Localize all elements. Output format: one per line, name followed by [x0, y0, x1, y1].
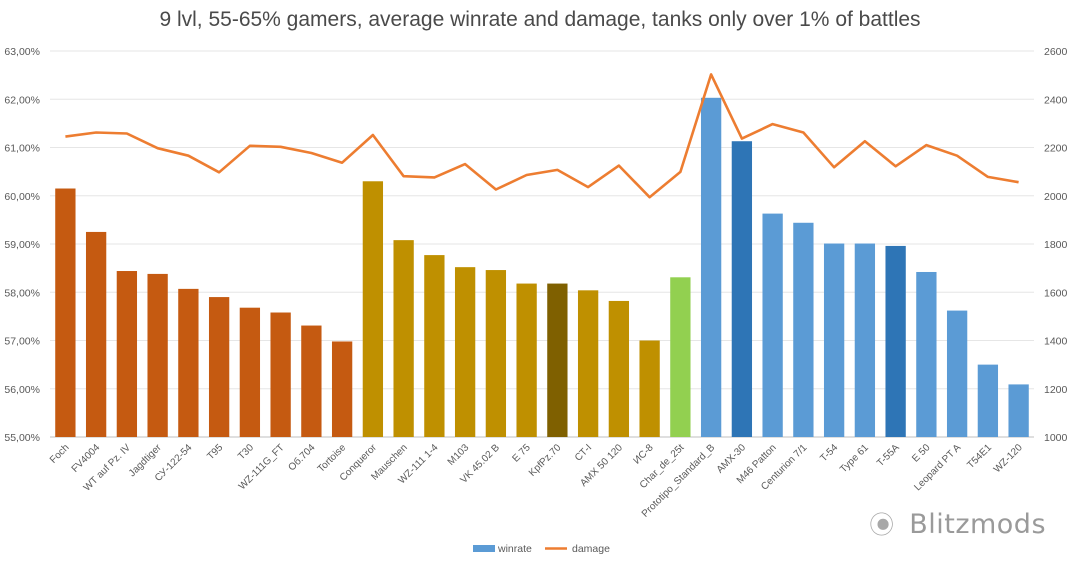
- winrate-bar: [608, 300, 630, 437]
- winrate-bar: [239, 307, 261, 437]
- winrate-bar: [793, 222, 814, 437]
- winrate-bar: [85, 231, 107, 437]
- winrate-bar: [55, 188, 76, 437]
- left-tick-label: 59,00%: [4, 239, 40, 251]
- winrate-bar: [700, 97, 722, 438]
- right-tick-label: 2200: [1044, 143, 1068, 155]
- category-label: Об.704: [286, 441, 318, 473]
- left-tick-label: 62,00%: [4, 94, 40, 106]
- right-tick-label: 2400: [1044, 94, 1068, 106]
- winrate-bar: [885, 245, 906, 437]
- winrate-bar: [485, 270, 507, 437]
- winrate-bar: [516, 283, 537, 437]
- winrate-bar: [362, 181, 384, 437]
- winrate-bar: [116, 271, 138, 437]
- category-label: T54E1: [965, 442, 994, 471]
- winrate-bar: [178, 288, 199, 437]
- category-label: СТ-I: [573, 442, 594, 463]
- winrate-bar: [270, 312, 291, 437]
- winrate-bar: [670, 277, 691, 437]
- winrate-bar: [854, 243, 876, 437]
- right-tick-label: 1600: [1044, 287, 1068, 299]
- winrate-bar: [946, 310, 968, 437]
- winrate-bar: [454, 267, 476, 437]
- category-label: Type 61: [838, 442, 871, 475]
- wechat-icon: ⚫⃝: [873, 511, 895, 539]
- winrate-bar: [208, 297, 230, 437]
- category-label: E 50: [910, 442, 933, 465]
- winrate-bar: [977, 364, 999, 437]
- right-tick-label: 2000: [1044, 191, 1068, 203]
- category-label: T-54: [818, 442, 840, 464]
- right-axis-ticks: 1000 1200 1400 1600 1800 2000 2200 2400 2600: [1044, 46, 1068, 444]
- category-label: KpfPz.70: [527, 442, 564, 479]
- winrate-bar: [301, 325, 322, 437]
- damage-line: [65, 73, 1019, 199]
- left-axis-ticks: 55,00% 56,00% 57,00% 58,00% 59,00% 60,00% 61,0…: [4, 46, 40, 444]
- winrate-bar: [823, 243, 845, 437]
- winrate-bar: [331, 341, 353, 437]
- watermark-text: Blitzmods: [909, 509, 1047, 540]
- legend: winrate damage: [473, 543, 610, 555]
- left-tick-label: 63,00%: [4, 46, 40, 58]
- right-tick-label: 1000: [1044, 432, 1068, 444]
- legend-label-damage: damage: [572, 543, 610, 555]
- winrate-bar: [147, 273, 168, 437]
- left-tick-label: 60,00%: [4, 191, 40, 203]
- category-label: T30: [236, 442, 256, 462]
- left-tick-label: 58,00%: [4, 287, 40, 299]
- category-label: WZ-120: [992, 442, 1025, 475]
- winrate-bar: [1008, 384, 1029, 437]
- category-label: M103: [446, 442, 472, 468]
- right-tick-label: 1200: [1044, 384, 1068, 396]
- category-label: T95: [205, 442, 225, 462]
- legend-swatch-winrate: [473, 545, 495, 552]
- legend-label-winrate: winrate: [497, 543, 532, 555]
- watermark: ⚫⃝ Blitzmods: [873, 505, 1046, 540]
- left-tick-label: 61,00%: [4, 143, 40, 155]
- winrate-bar: [577, 290, 599, 437]
- left-tick-label: 55,00%: [4, 432, 40, 444]
- category-label: Foch: [48, 442, 72, 466]
- winrate-bar: [731, 141, 753, 438]
- right-tick-label: 1800: [1044, 239, 1068, 251]
- category-label: T-55A: [875, 442, 902, 469]
- winrate-bar: [639, 340, 660, 437]
- winrate-bar: [424, 255, 445, 437]
- winrate-bar: [762, 213, 783, 437]
- category-label: E 75: [510, 442, 533, 465]
- category-label: ИС-8: [631, 442, 656, 467]
- right-tick-label: 2600: [1044, 46, 1068, 58]
- right-tick-label: 1400: [1044, 336, 1068, 348]
- winrate-bar: [547, 283, 568, 437]
- damage-series-line: [65, 73, 1019, 199]
- winrate-bar: [393, 240, 414, 437]
- winrate-bar: [916, 271, 937, 437]
- left-tick-label: 56,00%: [4, 384, 40, 396]
- chart-title: 9 lvl, 55-65% gamers, average winrate an…: [159, 8, 921, 31]
- winrate-bars: [55, 97, 1029, 438]
- left-tick-label: 57,00%: [4, 336, 40, 348]
